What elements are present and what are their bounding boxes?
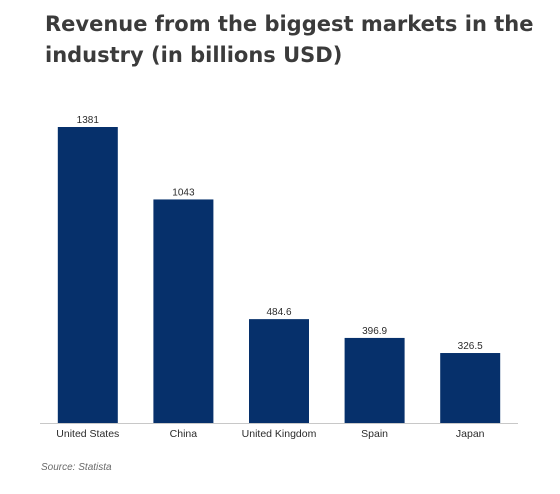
chart-title: Revenue from the biggest markets in the … — [45, 12, 534, 67]
bar-united-states — [57, 127, 118, 423]
bar-china — [153, 199, 214, 423]
bar-japan — [440, 353, 501, 423]
bar-group — [57, 127, 501, 423]
value-label: 484.6 — [266, 307, 291, 318]
value-label: 1381 — [77, 115, 100, 126]
bar-united-kingdom — [249, 319, 309, 423]
category-label: Japan — [456, 428, 485, 440]
category-label: Spain — [361, 428, 388, 440]
value-label: 1043 — [172, 187, 195, 198]
source-note: Source: Statista — [41, 462, 112, 473]
category-label-group: United States China United Kingdom Spain Jap… — [56, 428, 484, 440]
value-label: 326.5 — [458, 341, 483, 352]
value-label-group: 1381 1043 484.6 396.9 326.5 — [77, 115, 483, 352]
category-label: United States — [56, 428, 119, 440]
value-label: 396.9 — [362, 326, 387, 337]
category-label: United Kingdom — [242, 428, 317, 440]
category-label: China — [170, 428, 198, 440]
bar-spain — [344, 337, 405, 423]
